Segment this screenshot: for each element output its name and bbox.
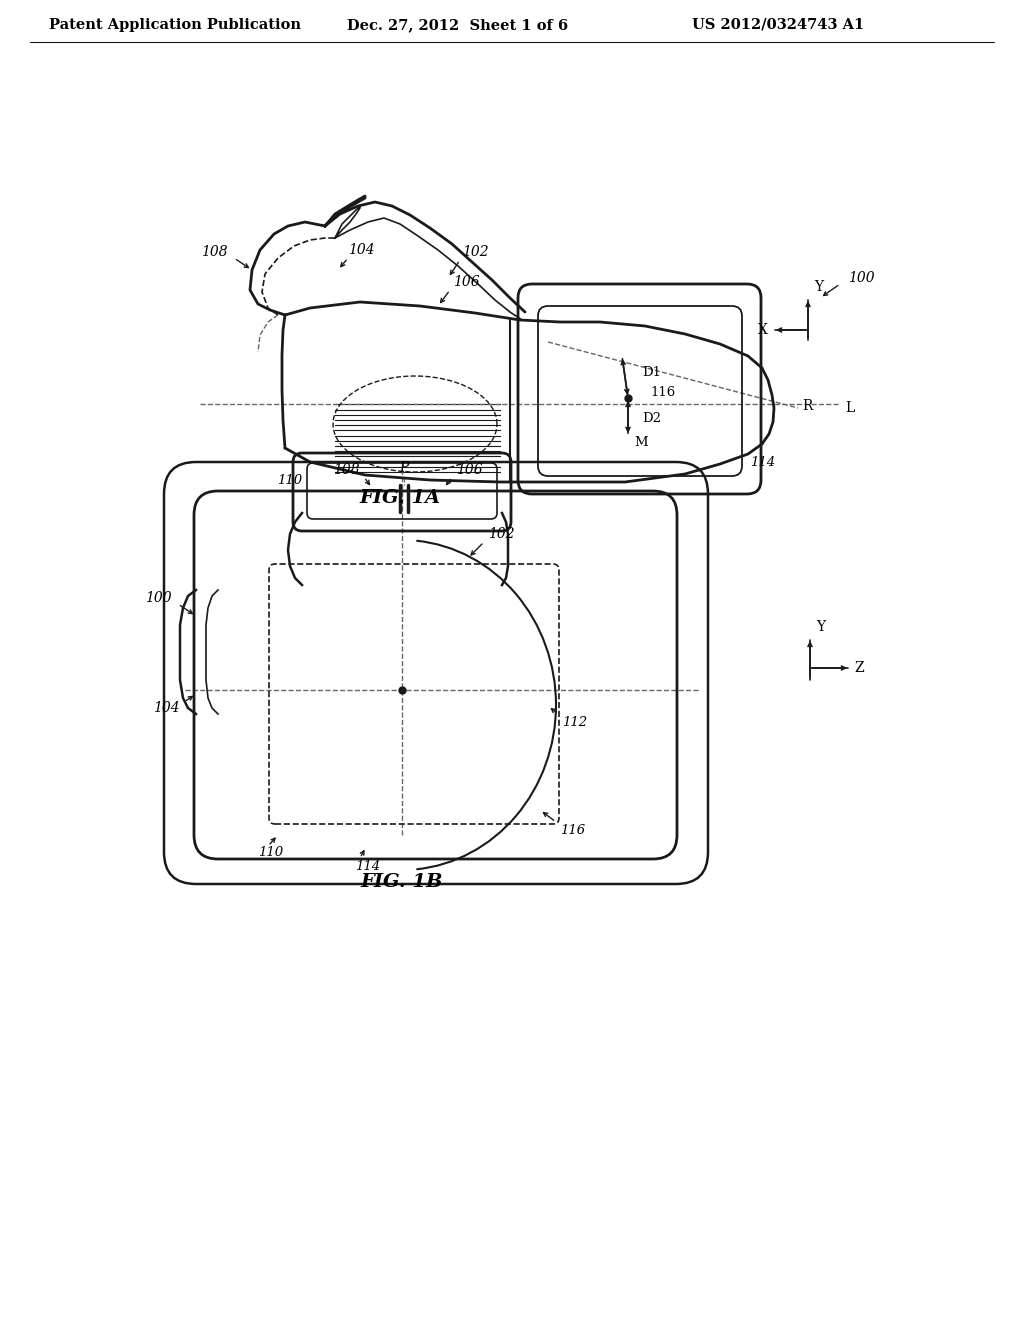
Text: 104: 104 — [154, 701, 180, 715]
Text: Patent Application Publication: Patent Application Publication — [49, 18, 301, 32]
Text: R: R — [802, 399, 812, 413]
Text: P: P — [399, 461, 409, 475]
Text: 108: 108 — [334, 463, 360, 477]
Text: Z: Z — [854, 661, 863, 675]
Text: L: L — [845, 401, 854, 414]
Text: D1: D1 — [642, 366, 662, 379]
Text: 114: 114 — [750, 455, 775, 469]
Text: 110: 110 — [278, 474, 302, 487]
Text: 100: 100 — [145, 591, 172, 605]
Text: FIG. 1A: FIG. 1A — [359, 488, 440, 507]
Text: 114: 114 — [355, 859, 380, 873]
Text: 104: 104 — [348, 243, 375, 257]
Text: 108: 108 — [202, 246, 228, 259]
Text: 102: 102 — [462, 246, 488, 259]
Text: Dec. 27, 2012  Sheet 1 of 6: Dec. 27, 2012 Sheet 1 of 6 — [347, 18, 568, 32]
Text: X: X — [758, 323, 768, 337]
Text: 110: 110 — [258, 846, 283, 858]
Text: 116: 116 — [560, 824, 585, 837]
Text: Y: Y — [814, 280, 823, 294]
Text: 116: 116 — [650, 385, 675, 399]
Text: US 2012/0324743 A1: US 2012/0324743 A1 — [692, 18, 864, 32]
Text: D2: D2 — [642, 412, 662, 425]
Text: 106: 106 — [456, 463, 482, 477]
Text: 112: 112 — [562, 715, 587, 729]
Text: Y: Y — [816, 620, 825, 634]
Text: M: M — [634, 436, 647, 449]
Text: 106: 106 — [453, 275, 479, 289]
Text: 102: 102 — [488, 527, 515, 541]
Text: FIG. 1B: FIG. 1B — [360, 873, 443, 891]
Text: 100: 100 — [848, 271, 874, 285]
